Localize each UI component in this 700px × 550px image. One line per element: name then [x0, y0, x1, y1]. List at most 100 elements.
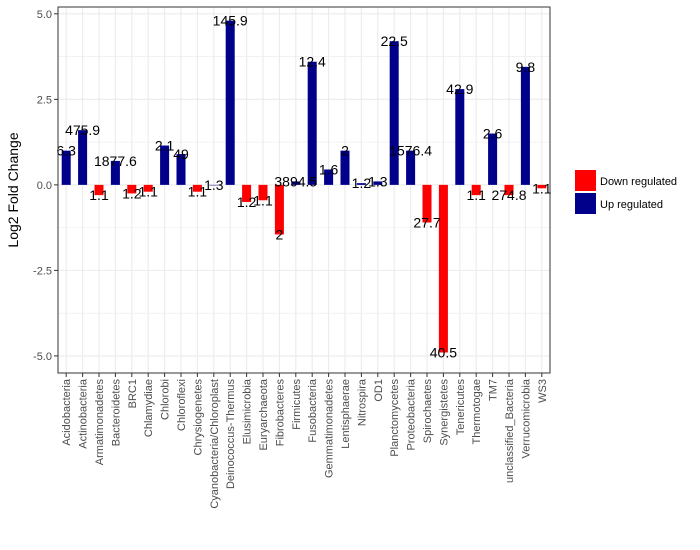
x-tick-label: Fibrobacteres — [274, 379, 286, 447]
data-label: 1.1 — [253, 192, 273, 208]
bar-synergistetes — [438, 184, 448, 353]
x-tick-label: Bacteroidetes — [110, 379, 122, 447]
data-label: 42.9 — [446, 81, 473, 97]
bar-chrysiogenetes — [192, 184, 202, 192]
x-tick-label: Tenericutes — [455, 379, 467, 436]
x-tick-label: Thermotogae — [471, 379, 483, 444]
x-tick-label: OD1 — [373, 379, 385, 402]
data-label: 22.5 — [381, 33, 408, 49]
data-label: 12.4 — [299, 54, 326, 70]
x-tick-label: Synergistetes — [438, 379, 450, 446]
data-label: 1.1 — [89, 187, 109, 203]
data-label: 2.1 — [155, 138, 175, 154]
bar-lentisphaerae — [340, 150, 350, 185]
x-tick-label: Lentisphaerae — [340, 379, 352, 449]
bar-planctomycetes — [389, 41, 399, 185]
bar-firmicutes — [291, 181, 301, 185]
legend: Down regulated Up regulated — [575, 170, 677, 214]
y-tick-label: 5.0 — [37, 9, 52, 21]
data-label: 1.1 — [466, 187, 486, 203]
data-label: 1.3 — [368, 173, 388, 189]
x-tick-label: TM7 — [488, 379, 500, 401]
bar-chlamydiae — [143, 184, 153, 192]
panel-background — [58, 7, 550, 373]
bar-fibrobacteres — [274, 184, 284, 235]
panel-border — [57, 6, 551, 374]
x-tick-label: Acidobacteria — [61, 378, 73, 446]
bar-od1 — [373, 181, 383, 185]
data-label: 1576.4 — [389, 143, 432, 159]
legend-label: Down regulated — [600, 176, 677, 188]
bar-tm7 — [488, 133, 498, 185]
bar-deinococcus-thermus — [225, 20, 235, 185]
data-label: 1877.6 — [94, 153, 137, 169]
data-label: 3894.5 — [274, 173, 317, 189]
x-tick-label: BRC1 — [127, 379, 139, 408]
y-tick-label: -2.5 — [33, 265, 52, 277]
x-tick-label: Deinococcus-Thermus — [225, 379, 237, 490]
data-label: 9.8 — [516, 59, 536, 75]
x-tick-label: Euryarchaeota — [258, 378, 270, 450]
data-label: 6.3 — [56, 143, 76, 159]
bar-marks — [61, 20, 547, 353]
bar-chlorobi — [160, 145, 170, 185]
x-tick-label: Chlamydiae — [143, 379, 155, 437]
data-label: 2 — [276, 226, 284, 242]
bar-acidobacteria — [61, 150, 71, 185]
bar-brc1 — [127, 184, 137, 194]
legend-key — [575, 193, 596, 214]
data-labels: 6.3 475.9 1877.6 2.149 1.3 145.9 3894.5 12.4 1.6… — [56, 13, 551, 361]
data-label: 2.6 — [483, 126, 503, 142]
bar-bacteroidetes — [110, 160, 120, 185]
y-axis-title: Log2 Fold Change — [5, 132, 21, 247]
x-tick-label: Fusobacteria — [307, 378, 319, 442]
bar-verrucomicrobia — [520, 66, 530, 185]
data-label: 2 — [341, 143, 349, 159]
legend-key — [575, 170, 596, 191]
x-tick-label: Actinobacteria — [78, 378, 90, 449]
bar-elusimicrobia — [242, 184, 252, 202]
x-axis: Acidobacteria Actinobacteria Armatimonadet… — [61, 373, 549, 509]
y-tick-label: 2.5 — [37, 94, 52, 106]
bar-nitrospira — [356, 183, 366, 185]
x-tick-label: Gemmatimonadetes — [324, 379, 336, 479]
bar-ws3 — [537, 184, 547, 189]
x-tick-label: WS3 — [537, 379, 549, 403]
data-label: 49 — [173, 146, 189, 162]
data-label: 274.8 — [491, 187, 526, 203]
data-label: 1.3 — [204, 177, 224, 193]
bar-unclassified-bacteria — [504, 184, 514, 196]
bar-cyanobacteria-chloroplast — [209, 184, 219, 186]
bar-armatimonadetes — [94, 184, 104, 196]
x-tick-label: Elusimicrobia — [242, 378, 254, 444]
data-label: 1.1 — [188, 184, 208, 200]
data-label: 40.5 — [430, 344, 457, 360]
bar-fusobacteria — [307, 61, 317, 185]
legend-label: Up regulated — [600, 199, 663, 211]
data-label: 1.1 — [138, 184, 158, 200]
data-label: 1.2 — [352, 175, 372, 191]
x-tick-label: Cyanobacteria/Chloroplast — [209, 379, 221, 509]
bar-thermotogae — [471, 184, 481, 196]
y-tick-label: -5.0 — [33, 351, 52, 363]
data-label: 1.6 — [319, 161, 339, 177]
data-label: 27.7 — [413, 214, 440, 230]
bar-proteobacteria — [406, 150, 416, 185]
bar-gemmatimonadetes — [324, 169, 334, 185]
bar-actinobacteria — [78, 130, 88, 185]
x-tick-label: Chlorobi — [160, 379, 172, 420]
bar-spirochaetes — [422, 184, 432, 223]
x-tick-label: Nitrospira — [356, 378, 368, 426]
data-label: 1.2 — [122, 185, 142, 201]
data-label: 1.2 — [237, 194, 257, 210]
x-tick-label: Chrysiogenetes — [192, 379, 204, 456]
x-tick-label: unclassified_Bacteria — [504, 378, 516, 483]
bar-tenericutes — [455, 89, 465, 185]
y-axis: -5.0 -2.5 0.0 2.5 5.0 — [33, 9, 58, 363]
bar-euryarchaeota — [258, 184, 268, 201]
x-tick-label: Verrucomicrobia — [520, 378, 532, 458]
x-tick-label: Planctomycetes — [389, 379, 401, 457]
y-tick-label: 0.0 — [37, 180, 52, 192]
data-label: 1.1 — [532, 180, 552, 196]
